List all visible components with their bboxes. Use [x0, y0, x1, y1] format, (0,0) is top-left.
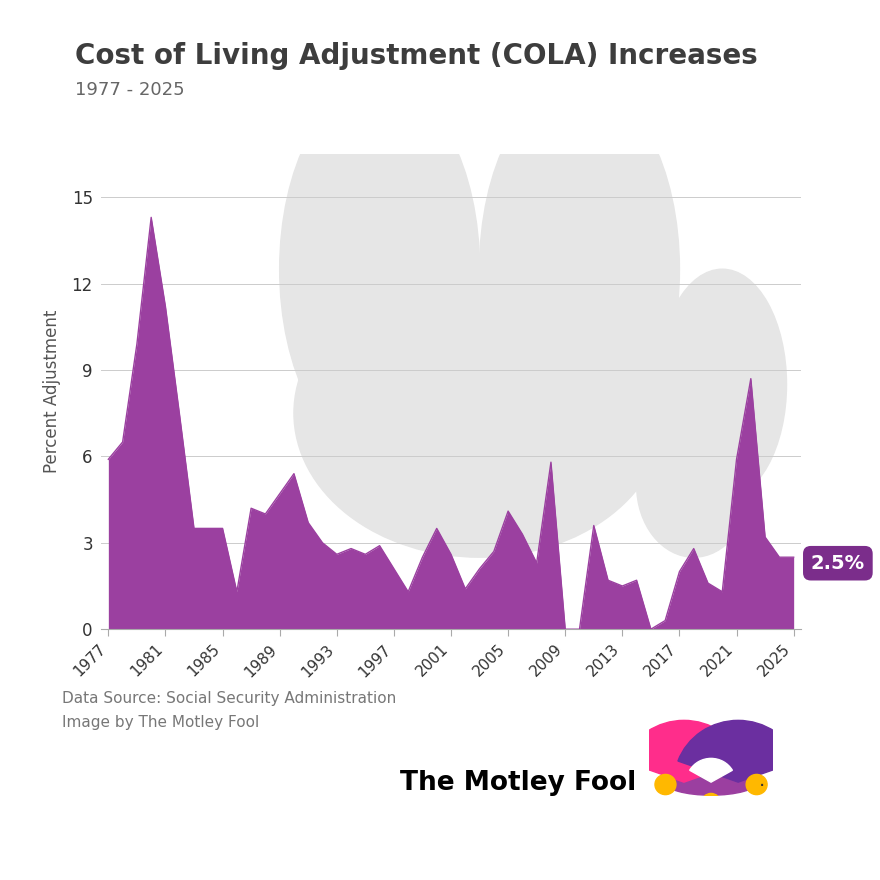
Ellipse shape: [658, 269, 787, 500]
Circle shape: [655, 774, 676, 795]
Y-axis label: Percent Adjustment: Percent Adjustment: [42, 310, 61, 473]
Ellipse shape: [480, 82, 679, 457]
Text: Image by The Motley Fool: Image by The Motley Fool: [62, 715, 259, 730]
Text: ·: ·: [759, 777, 765, 796]
Text: The Motley Fool: The Motley Fool: [400, 770, 636, 796]
Text: Cost of Living Adjustment (COLA) Increases: Cost of Living Adjustment (COLA) Increas…: [75, 42, 758, 70]
Wedge shape: [624, 721, 744, 782]
Ellipse shape: [294, 269, 665, 557]
Text: 1977 - 2025: 1977 - 2025: [75, 81, 185, 99]
Wedge shape: [678, 721, 798, 782]
Text: 2.5%: 2.5%: [810, 554, 865, 573]
Ellipse shape: [665, 769, 757, 796]
Circle shape: [702, 794, 721, 811]
Ellipse shape: [280, 82, 480, 457]
Circle shape: [746, 774, 767, 795]
Wedge shape: [690, 759, 732, 782]
Text: Data Source: Social Security Administration: Data Source: Social Security Administrat…: [62, 691, 396, 706]
Ellipse shape: [636, 414, 751, 557]
